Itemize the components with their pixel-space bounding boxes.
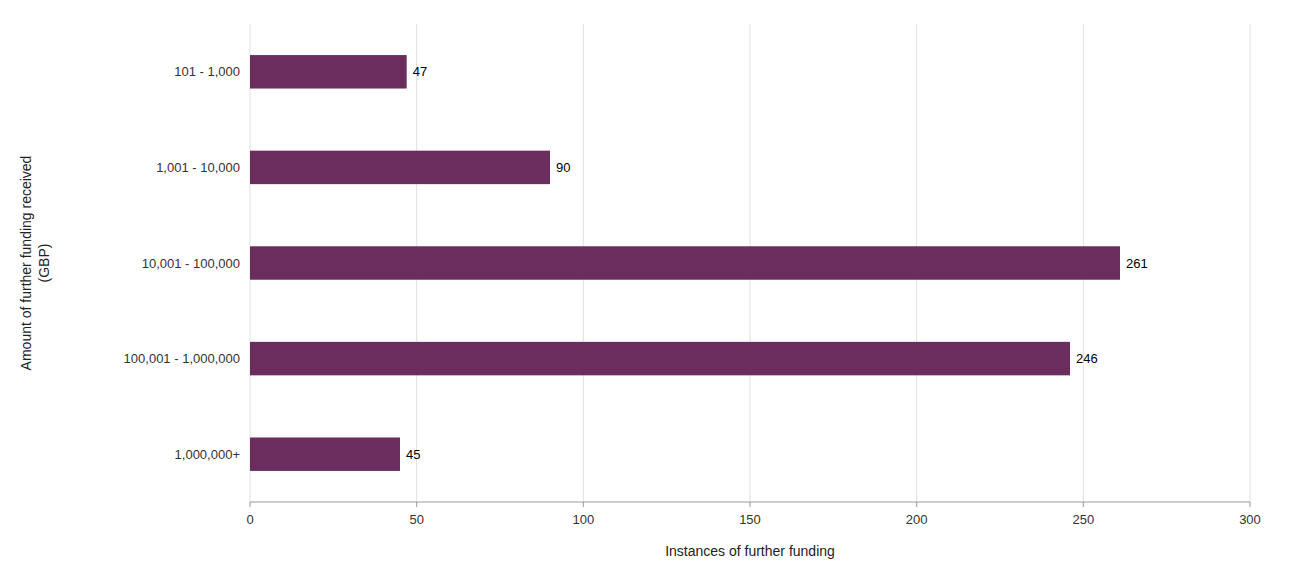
y-tick-label: 1,000,000+ [175,447,240,462]
data-label: 45 [406,447,420,462]
data-label: 47 [413,64,427,79]
x-tick [1250,502,1251,507]
bar [250,55,407,88]
x-axis-label: Instances of further funding [665,543,835,559]
y-tick-label: 100,001 - 1,000,000 [124,351,240,366]
x-tick-label: 200 [906,512,928,527]
bar [250,151,550,184]
bar [250,246,1120,279]
bars [250,55,1120,471]
x-axis: 0 50 100 150 200 250 300 [246,502,1260,527]
x-tick [416,502,417,507]
data-label: 246 [1076,351,1098,366]
bar [250,437,400,470]
x-tick [916,502,917,507]
chart: 0 50 100 150 200 250 300 47 90 261 246 45 101 - 1,00… [0,0,1300,578]
grid-line [1250,24,1251,502]
y-axis: 101 - 1,000 1,001 - 10,000 10,001 - 100,00… [124,64,240,461]
x-tick [750,502,751,507]
y-axis-label-line: Amount of further funding received [18,156,34,371]
page: {"chart_data": {"type": "bar", "orientat… [0,0,1300,578]
x-tick-label: 150 [739,512,761,527]
x-tick [583,502,584,507]
y-axis-label-line: (GBP) [36,244,52,283]
data-label: 90 [556,160,570,175]
chart-container: 0 50 100 150 200 250 300 47 90 261 246 45 101 - 1,00… [0,0,1300,578]
x-tick-label: 50 [409,512,423,527]
x-axis-line [250,502,1250,503]
bar [250,342,1070,375]
y-tick-label: 101 - 1,000 [174,64,240,79]
x-tick-label: 100 [572,512,594,527]
x-grid [250,24,1250,502]
x-tick [1083,502,1084,507]
y-axis-label: Amount of further funding received(GBP) [18,156,52,371]
x-tick-label: 250 [1072,512,1094,527]
data-labels: 47 90 261 246 45 [406,64,1148,461]
y-tick-label: 10,001 - 100,000 [142,256,240,271]
x-tick-label: 300 [1239,512,1261,527]
x-tick-label: 0 [246,512,253,527]
data-label: 261 [1126,256,1148,271]
x-tick [250,502,251,507]
y-tick-label: 1,001 - 10,000 [156,160,240,175]
